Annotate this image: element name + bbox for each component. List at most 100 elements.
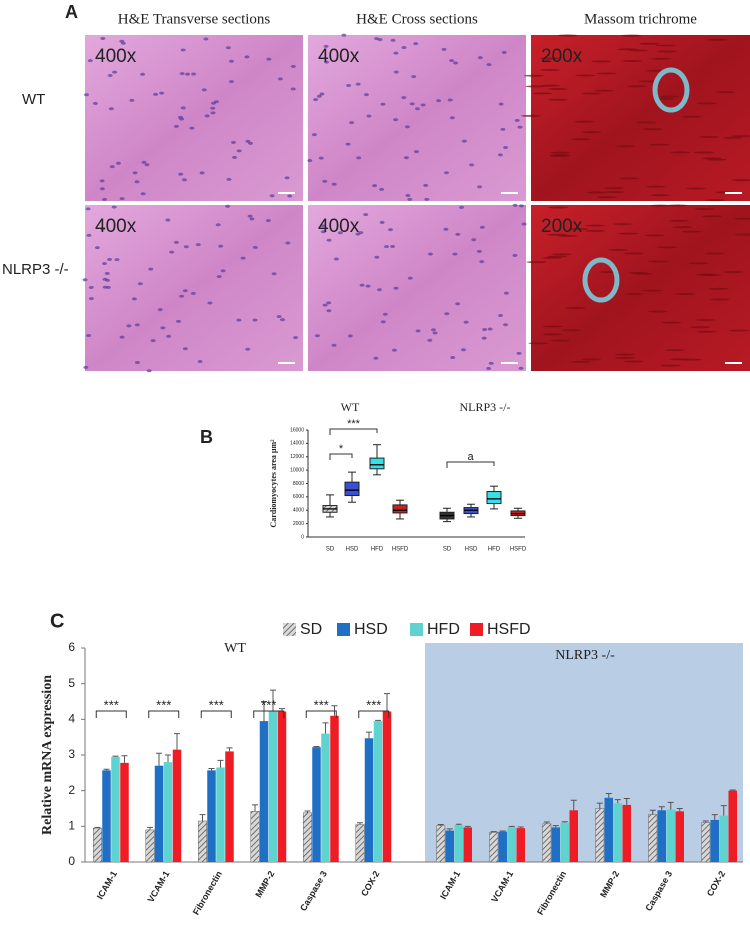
fiber: [670, 151, 691, 154]
x-tick-label: SD: [326, 547, 335, 553]
magnification: 400x: [95, 46, 137, 67]
nucleus: [201, 88, 207, 92]
bar: [516, 828, 525, 862]
group-title: NLRP3 -/-: [555, 648, 615, 663]
fiber: [568, 228, 589, 231]
nucleus: [146, 369, 152, 373]
y-tick-label: 16000: [290, 427, 304, 433]
nucleus: [347, 334, 353, 338]
micrograph: [308, 35, 526, 201]
legend-swatch: [470, 623, 483, 636]
nucleus: [213, 100, 219, 104]
bar: [507, 827, 516, 862]
error-bar: [112, 755, 119, 757]
fiber: [709, 298, 730, 301]
error-bar: [94, 826, 101, 829]
nucleus: [405, 194, 411, 198]
bar: [436, 825, 446, 863]
bar: [216, 767, 225, 862]
fiber: [694, 208, 715, 211]
nucleus: [236, 318, 242, 322]
error-bar: [676, 808, 683, 812]
panel-label: B: [200, 427, 213, 447]
fiber: [654, 97, 675, 100]
nucleus: [390, 38, 396, 42]
nucleus: [199, 171, 205, 175]
significance: ***: [209, 697, 224, 712]
nucleus: [132, 171, 138, 175]
fiber: [645, 185, 666, 188]
nucleus: [337, 231, 343, 235]
nucleus: [225, 204, 231, 208]
significance: ***: [347, 418, 361, 430]
fiber: [657, 246, 678, 249]
nucleus: [160, 326, 166, 330]
x-tick-label: VCAM-1: [489, 869, 515, 904]
nucleus: [134, 180, 140, 184]
error-bar: [304, 810, 311, 813]
nucleus: [460, 348, 466, 352]
nucleus: [318, 156, 324, 160]
fiber: [596, 196, 617, 199]
error-bar: [208, 768, 215, 771]
nucleus: [94, 246, 100, 250]
nucleus: [319, 92, 325, 96]
nucleus: [102, 277, 108, 281]
y-tick-label: 0: [68, 854, 75, 868]
nucleus: [247, 141, 253, 145]
fiber: [571, 138, 592, 141]
bar: [364, 738, 374, 862]
nucleus: [99, 179, 105, 183]
nucleus: [503, 146, 509, 150]
nucleus: [359, 283, 365, 287]
fiber: [696, 102, 717, 105]
bar: [569, 810, 578, 862]
row-label: WT: [22, 91, 45, 108]
y-tick-label: 0: [301, 534, 304, 540]
fiber: [675, 293, 696, 296]
nucleus: [173, 240, 179, 244]
nucleus: [290, 64, 296, 68]
nucleus: [403, 156, 409, 160]
fiber: [661, 321, 682, 324]
bar: [728, 790, 737, 862]
fiber: [615, 356, 636, 359]
nucleus: [487, 327, 493, 331]
nucleus: [345, 142, 351, 146]
bar: [198, 820, 207, 863]
x-tick-label: VCAM-1: [146, 869, 172, 904]
magnification: 200x: [541, 216, 583, 237]
fiber: [704, 252, 725, 255]
bar: [657, 810, 666, 862]
bracket: [95, 710, 127, 718]
nucleus: [290, 87, 296, 91]
nucleus: [514, 118, 520, 122]
nucleus: [477, 185, 483, 189]
fiber: [521, 114, 542, 117]
error-bar: [103, 768, 110, 771]
nucleus: [430, 328, 436, 332]
magnification: 200x: [541, 46, 583, 67]
nucleus: [252, 318, 258, 322]
nucleus: [228, 80, 234, 84]
fiber: [626, 85, 647, 88]
nucleus: [88, 285, 94, 289]
y-tick-label: 2000: [293, 521, 304, 527]
panel-label: C: [50, 610, 64, 632]
fiber: [686, 187, 707, 190]
nucleus: [276, 315, 282, 319]
nucleus: [169, 250, 175, 254]
nucleus: [107, 257, 113, 261]
error-bar: [667, 801, 674, 810]
nucleus: [376, 288, 382, 292]
nucleus: [503, 323, 509, 327]
nucleus: [107, 74, 113, 78]
nucleus: [320, 230, 326, 234]
fiber: [669, 219, 690, 222]
nucleus: [387, 228, 393, 232]
legend-label: HSD: [354, 621, 388, 638]
nucleus: [119, 335, 125, 339]
nucleus: [414, 107, 420, 111]
nucleus: [180, 48, 186, 52]
